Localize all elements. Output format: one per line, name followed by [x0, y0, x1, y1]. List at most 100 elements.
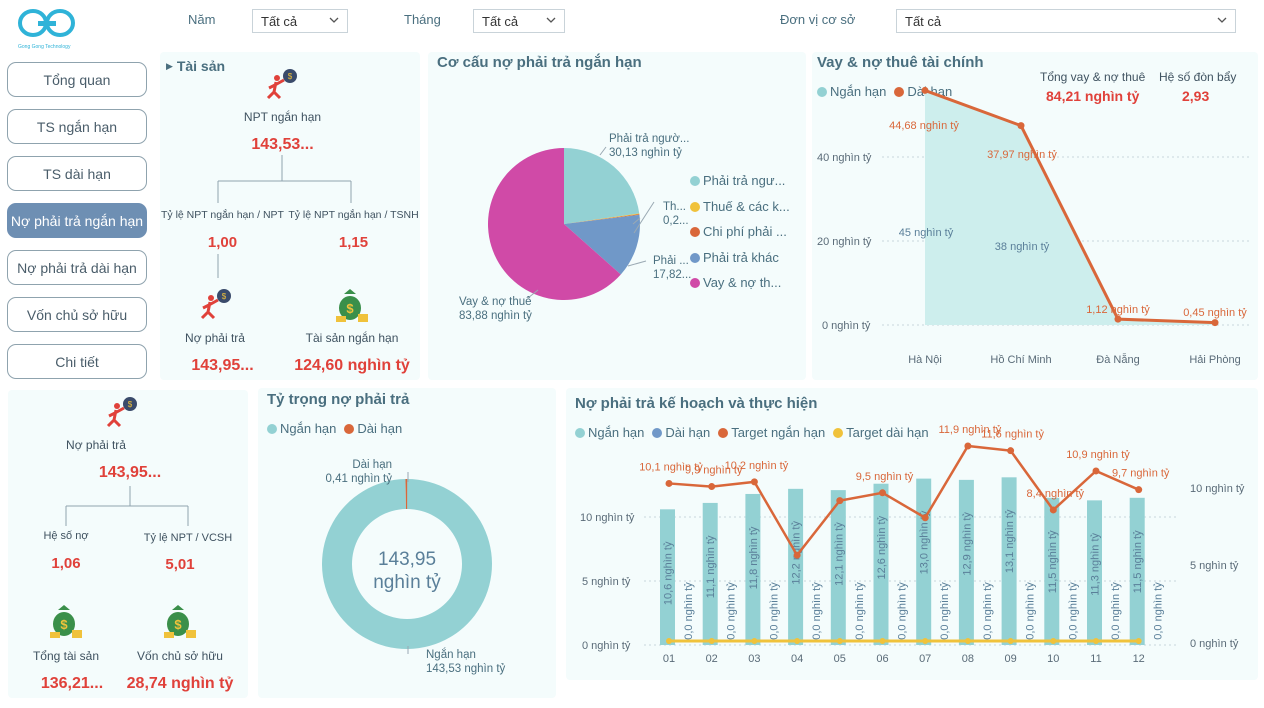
line-point — [708, 638, 715, 644]
debt-panel: $ Nợ phải trả 143,95... Hệ số nợ 1,06 Tỷ… — [8, 390, 248, 698]
legend-item[interactable]: Dài hạn — [652, 425, 710, 440]
donut-slice[interactable] — [321, 479, 492, 649]
structure-label-4: Vay & nợ thuê 83,88 nghìn tỷ — [459, 296, 532, 322]
bar-label: 0,0 nghìn tỷ — [897, 582, 909, 640]
line-point[interactable] — [665, 479, 673, 487]
svg-text:$: $ — [60, 617, 68, 632]
data-label: 37,97 nghìn tỷ — [987, 149, 1057, 161]
nav-no-phai-tra-ngan-han[interactable]: Nợ phải trả ngắn hạn — [7, 203, 147, 238]
legend-item[interactable]: Phải trả khác — [690, 245, 790, 271]
line-point[interactable] — [1007, 447, 1015, 455]
bar-label: 0,0 nghìn tỷ — [811, 582, 823, 640]
bar-ngan-han[interactable] — [1087, 500, 1102, 645]
ratio1-value: 1,00 — [207, 234, 238, 251]
x-tick: Hồ Chí Minh — [990, 354, 1051, 366]
line-point — [666, 638, 672, 644]
bar-ngan-han[interactable] — [745, 493, 761, 645]
line-point — [836, 638, 843, 644]
line-point[interactable] — [1017, 122, 1025, 130]
nav-ts-ngan-han[interactable]: TS ngắn hạn — [7, 109, 147, 144]
bar-ngan-han[interactable] — [1129, 497, 1145, 645]
line-point[interactable] — [921, 86, 929, 94]
debt-total-value: 143,95... — [98, 464, 162, 481]
line-point[interactable] — [836, 497, 844, 505]
line-point — [922, 638, 929, 644]
bar-ngan-han[interactable] — [830, 490, 846, 645]
legend-item[interactable]: Thuế & các k... — [690, 194, 790, 220]
pie-slice[interactable] — [564, 214, 640, 275]
line-point[interactable] — [1211, 319, 1219, 327]
line-point[interactable] — [750, 478, 758, 486]
bar-ngan-han[interactable] — [1044, 497, 1060, 645]
logo-text: Gong Gong Technology — [18, 44, 71, 50]
legend-item[interactable]: Target ngắn hạn — [718, 425, 825, 440]
target-label: 11,9 nghìn tỷ — [939, 424, 1002, 436]
year-filter-dropdown[interactable]: Tất cả — [252, 9, 348, 33]
bar-label: 13,1 nghìn tỷ — [1004, 509, 1016, 573]
bar-ngan-han[interactable] — [788, 488, 804, 645]
legend-item[interactable]: Ngắn hạn — [817, 84, 886, 99]
nav-no-phai-tra-dai-han[interactable]: Nợ phải trả dài hạn — [7, 250, 147, 285]
x-tick: 07 — [919, 653, 931, 665]
structure-pie — [488, 148, 640, 300]
pie-slice[interactable] — [564, 148, 640, 224]
line-point[interactable] — [1135, 486, 1143, 494]
bar-ngan-han[interactable] — [702, 502, 718, 645]
y-left-tick: 0 nghìn tỷ — [582, 640, 631, 652]
line-point[interactable] — [793, 551, 801, 559]
ratio1-label: Tỷ lệ NPT ngắn hạn / NPT — [161, 209, 284, 221]
pie-slice[interactable] — [564, 213, 640, 224]
nav-tong-quan[interactable]: Tổng quan — [7, 62, 147, 97]
line-target-ngan-han[interactable] — [668, 444, 1140, 558]
debt-ratio-value: 1,06 — [51, 555, 81, 572]
line-dai-han[interactable] — [924, 89, 1216, 325]
pie-slice[interactable] — [564, 214, 640, 224]
legend-item[interactable]: Ngắn hạn — [575, 425, 644, 440]
bar-label: 11,5 nghìn tỷ — [1047, 530, 1059, 593]
nav-chi-tiet[interactable]: Chi tiết — [7, 344, 147, 379]
legend-item[interactable]: Vay & nợ th... — [690, 270, 790, 296]
legend-item[interactable]: Phải trả ngư... — [690, 168, 790, 194]
y-left-tick: 5 nghìn tỷ — [582, 576, 631, 588]
line-point[interactable] — [1049, 506, 1057, 514]
line-point — [879, 638, 886, 644]
chevron-down-icon — [546, 17, 556, 23]
month-filter-dropdown[interactable]: Tất cả — [473, 9, 565, 33]
area-ngan-han[interactable] — [925, 88, 1215, 325]
legend-item[interactable]: Ngắn hạn — [267, 421, 336, 436]
unit-filter-dropdown[interactable]: Tất cả — [896, 9, 1236, 33]
target-label: 10,2 nghìn tỷ — [725, 460, 789, 472]
structure-leader-lines — [527, 146, 655, 299]
unit-filter-value: Tất cả — [905, 14, 942, 29]
bar-ngan-han[interactable] — [660, 509, 675, 645]
line-point[interactable] — [1092, 467, 1100, 475]
x-tick: 12 — [1133, 653, 1145, 665]
bar-label: 0,0 nghìn tỷ — [768, 582, 780, 640]
pie-slice[interactable] — [488, 148, 621, 300]
target-label: 9,9 nghìn tỷ — [685, 465, 743, 477]
legend-item[interactable]: Target dài hạn — [833, 425, 929, 440]
bar-ngan-han[interactable] — [873, 483, 889, 645]
line-point[interactable] — [879, 489, 886, 497]
line-point[interactable] — [1114, 315, 1122, 323]
legend-item[interactable]: Chi phí phải ... — [690, 219, 790, 245]
bar-ngan-han[interactable] — [1001, 477, 1017, 645]
npt-value: 143,53... — [251, 136, 314, 153]
nav-von-chu-so-huu[interactable]: Vốn chủ sở hữu — [7, 297, 147, 332]
structure-pie-chart — [488, 146, 655, 300]
bar-label: 11,3 nghìn tỷ — [1090, 532, 1102, 595]
donut-slice[interactable] — [405, 479, 408, 510]
npt-vcsh-value: 5,01 — [165, 556, 195, 573]
nav-ts-dai-han[interactable]: TS dài hạn — [7, 156, 147, 191]
y-right-tick: 10 nghìn tỷ — [1190, 483, 1245, 495]
target-label: 11,6 nghìn tỷ — [981, 429, 1044, 441]
structure-label-3: Phải ... 17,82... — [653, 255, 692, 281]
line-point[interactable] — [964, 442, 972, 450]
x-tick: 05 — [834, 653, 846, 665]
legend-item[interactable]: Dài hạn — [344, 421, 402, 436]
line-point[interactable] — [708, 483, 716, 491]
bar-ngan-han[interactable] — [958, 479, 974, 645]
x-tick: Đà Nẵng — [1096, 353, 1139, 366]
chevron-down-icon — [329, 17, 339, 23]
line-point[interactable] — [921, 514, 929, 522]
